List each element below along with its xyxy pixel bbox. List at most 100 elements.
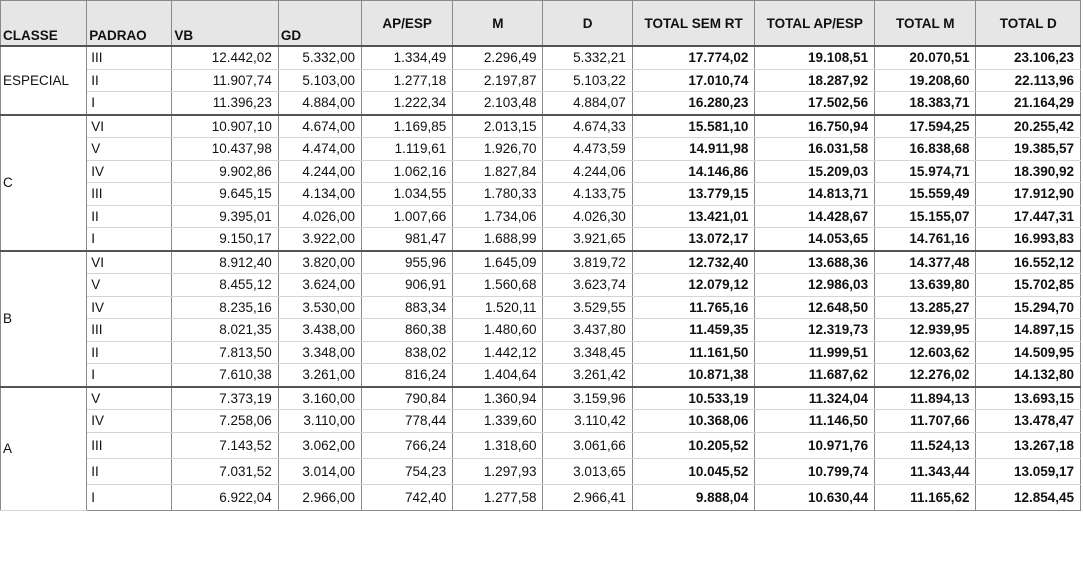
value-cell: 3.348,00: [277, 340, 362, 364]
value-cell: 4.884,00: [277, 91, 362, 115]
value-cell: 4.473,59: [542, 137, 633, 161]
value-cell: 22.113,96: [975, 68, 1081, 92]
value-cell: 14.132,80: [975, 363, 1081, 387]
value-cell: 14.813,71: [754, 182, 876, 206]
value-cell: 17.010,74: [631, 68, 756, 92]
value-cell: 1.007,66: [360, 204, 454, 228]
table-row: V 10.437,98 4.474,00 1.119,61 1.926,70 4.473,…: [1, 137, 1081, 161]
value-cell: 12.276,02: [874, 363, 977, 387]
value-cell: 14.509,95: [975, 340, 1081, 364]
value-cell: 16.031,58: [754, 137, 876, 161]
value-cell: 3.820,00: [277, 249, 362, 274]
value-cell: 9.888,04: [631, 483, 756, 511]
value-cell: 15.209,03: [754, 159, 876, 183]
value-cell: 12.319,73: [754, 318, 876, 342]
padrao-cell: II: [86, 204, 173, 228]
value-cell: 17.774,02: [631, 45, 756, 70]
value-cell: 13.693,15: [975, 385, 1081, 410]
value-cell: 5.332,00: [277, 45, 362, 70]
value-cell: 7.258,06: [171, 409, 279, 433]
value-cell: 12.079,12: [631, 273, 756, 297]
value-cell: 23.106,23: [975, 45, 1081, 70]
table-row: II 9.395,01 4.026,00 1.007,66 1.734,06 4.026,…: [1, 204, 1081, 228]
table-row: I 11.396,23 4.884,00 1.222,34 2.103,48 4.884,…: [1, 91, 1081, 115]
value-cell: 981,47: [360, 227, 454, 251]
value-cell: 4.133,75: [542, 182, 633, 206]
value-cell: 3.623,74: [542, 273, 633, 297]
value-cell: 13.072,17: [631, 227, 756, 251]
value-cell: 15.559,49: [874, 182, 977, 206]
value-cell: 1.277,18: [360, 68, 454, 92]
value-cell: 3.624,00: [277, 273, 362, 297]
value-cell: 4.244,06: [542, 159, 633, 183]
value-cell: 13.478,47: [975, 409, 1081, 433]
table-row: ESPECIAL III 12.442,02 5.332,00 1.334,49 2.29…: [0, 45, 1081, 115]
value-cell: 11.907,74: [171, 68, 279, 92]
classe-cell: B: [0, 249, 88, 387]
value-cell: 1.827,84: [452, 159, 544, 183]
value-cell: 5.103,00: [277, 68, 362, 92]
table-row: A V 7.373,19 3.160,00 790,84 1.360,94 3.159,96…: [0, 385, 1081, 511]
value-cell: 1.277,58: [452, 483, 544, 511]
value-cell: 16.993,83: [975, 227, 1081, 251]
value-cell: 955,96: [360, 249, 454, 274]
value-cell: 11.687,62: [754, 363, 876, 387]
value-cell: 766,24: [360, 431, 454, 459]
value-cell: 11.524,13: [874, 431, 977, 459]
value-cell: 15.294,70: [975, 295, 1081, 319]
value-cell: 11.146,50: [754, 409, 876, 433]
value-cell: 1.780,33: [452, 182, 544, 206]
value-cell: 2.296,49: [452, 45, 544, 70]
value-cell: 8.021,35: [171, 318, 279, 342]
value-cell: 11.396,23: [171, 91, 279, 115]
value-cell: 1.318,60: [452, 431, 544, 459]
value-cell: 20.070,51: [874, 45, 977, 70]
table-row: II 11.907,74 5.103,00 1.277,18 2.197,87 5.103…: [1, 68, 1081, 92]
table-row: V 8.455,12 3.624,00 906,91 1.560,68 3.623,74 1…: [1, 273, 1081, 297]
classe-cell: A: [0, 385, 88, 511]
table-row: IV 8.235,16 3.530,00 883,34 1.520,11 3.529,55…: [1, 295, 1081, 319]
header-vb: VB: [171, 0, 279, 47]
padrao-cell: V: [86, 385, 173, 410]
value-cell: 816,24: [360, 363, 454, 387]
value-cell: 10.871,38: [631, 363, 756, 387]
padrao-cell: II: [86, 68, 173, 92]
header-total-m: TOTAL M: [874, 0, 977, 47]
padrao-cell: I: [86, 227, 173, 251]
value-cell: 1.442,12: [452, 340, 544, 364]
value-cell: 7.373,19: [171, 385, 279, 410]
header-total-ap-esp: TOTAL AP/ESP: [754, 0, 876, 47]
value-cell: 778,44: [360, 409, 454, 433]
table-row: I 7.610,38 3.261,00 816,24 1.404,64 3.261,42 1…: [1, 363, 1081, 387]
table-row: II 7.813,50 3.348,00 838,02 1.442,12 3.348,45…: [1, 340, 1081, 364]
value-cell: 1.520,11: [452, 295, 544, 319]
padrao-cell: VI: [86, 249, 173, 274]
value-cell: 3.438,00: [277, 318, 362, 342]
value-cell: 13.639,80: [874, 273, 977, 297]
table-row: I 6.922,04 2.966,00 742,40 1.277,58 2.966,41 9…: [1, 483, 1081, 511]
value-cell: 14.897,15: [975, 318, 1081, 342]
value-cell: 1.062,16: [360, 159, 454, 183]
value-cell: 13.267,18: [975, 431, 1081, 459]
value-cell: 4.674,33: [542, 113, 633, 138]
value-cell: 13.059,17: [975, 457, 1081, 485]
value-cell: 17.594,25: [874, 113, 977, 138]
table-row: III 7.143,52 3.062,00 766,24 1.318,60 3.061,6…: [1, 431, 1081, 459]
value-cell: 13.285,27: [874, 295, 977, 319]
value-cell: 3.529,55: [542, 295, 633, 319]
value-cell: 19.385,57: [975, 137, 1081, 161]
value-cell: 4.244,00: [277, 159, 362, 183]
value-cell: 4.884,07: [542, 91, 633, 115]
value-cell: 14.053,65: [754, 227, 876, 251]
value-cell: 10.907,10: [171, 113, 279, 138]
value-cell: 1.339,60: [452, 409, 544, 433]
header-row: CLASSE PADRAO VB GD AP/ESP M D TOTAL SEM…: [0, 0, 1081, 47]
padrao-cell: IV: [86, 295, 173, 319]
value-cell: 3.061,66: [542, 431, 633, 459]
value-cell: 1.734,06: [452, 204, 544, 228]
value-cell: 10.971,76: [754, 431, 876, 459]
padrao-cell: V: [86, 273, 173, 297]
value-cell: 3.110,42: [542, 409, 633, 433]
value-cell: 1.560,68: [452, 273, 544, 297]
header-d: D: [542, 0, 633, 47]
